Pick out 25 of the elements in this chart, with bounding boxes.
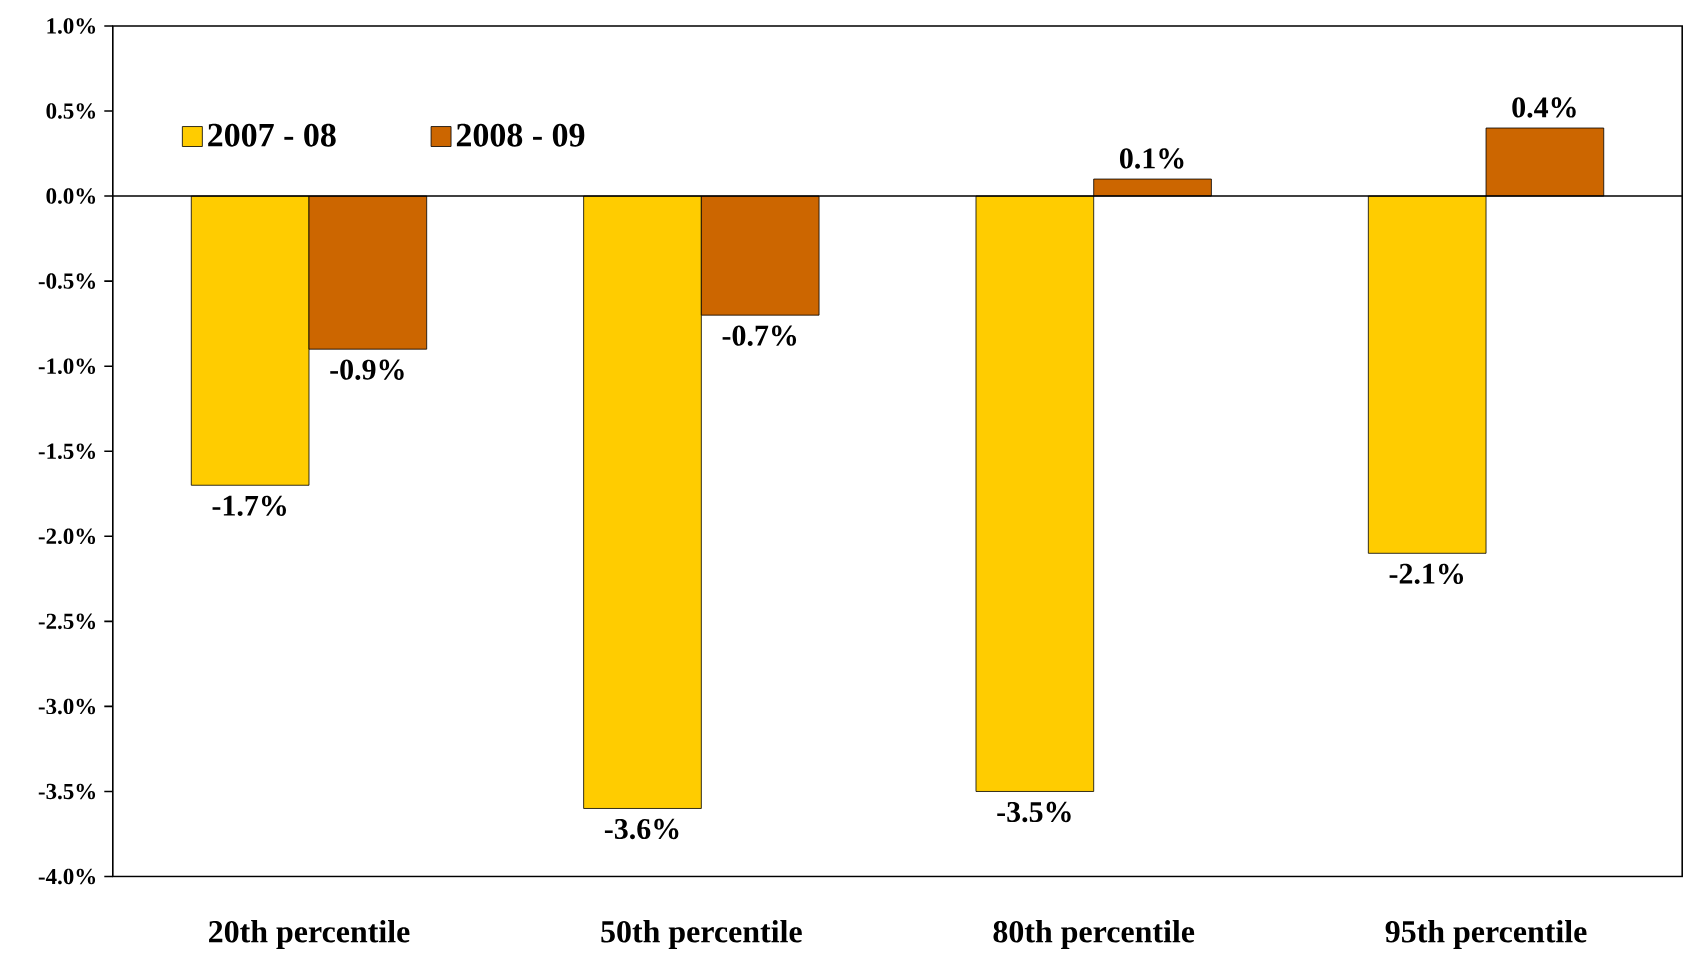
x-tick-label: 80th percentile <box>993 920 1195 950</box>
data-label: 0.1% <box>1119 148 1184 169</box>
data-label: -0.7% <box>722 325 797 347</box>
y-tick-label: -0.5% <box>38 273 96 290</box>
legend-label: 2007 - 08 <box>208 123 336 147</box>
data-label: -2.1% <box>1389 563 1464 585</box>
y-tick-label: -1.0% <box>38 358 96 375</box>
data-label: -3.6% <box>604 819 679 840</box>
y-tick-label: -1.5% <box>38 443 96 460</box>
y-tick-label: -2.0% <box>38 528 96 545</box>
y-tick-label: -2.5% <box>38 613 96 630</box>
y-tick-label: 0.5% <box>46 103 96 119</box>
y-tick-label: -3.5% <box>38 783 96 800</box>
y-tick-label: -3.0% <box>38 698 96 715</box>
x-tick-label: 50th percentile <box>601 920 802 950</box>
x-tick-label: 20th percentile <box>209 920 410 950</box>
y-tick-label: 0.0% <box>46 188 96 205</box>
y-tick-label: 1.0% <box>47 18 96 34</box>
data-label: -1.7% <box>212 495 286 517</box>
x-tick-label: 95th percentile <box>1385 920 1587 950</box>
data-label: -3.5% <box>997 802 1071 823</box>
legend-label: 2008 - 09 <box>456 123 585 147</box>
data-label: 0.4% <box>1512 97 1576 118</box>
data-label: -0.9% <box>330 359 404 381</box>
y-tick-label: -4.0% <box>38 868 96 885</box>
